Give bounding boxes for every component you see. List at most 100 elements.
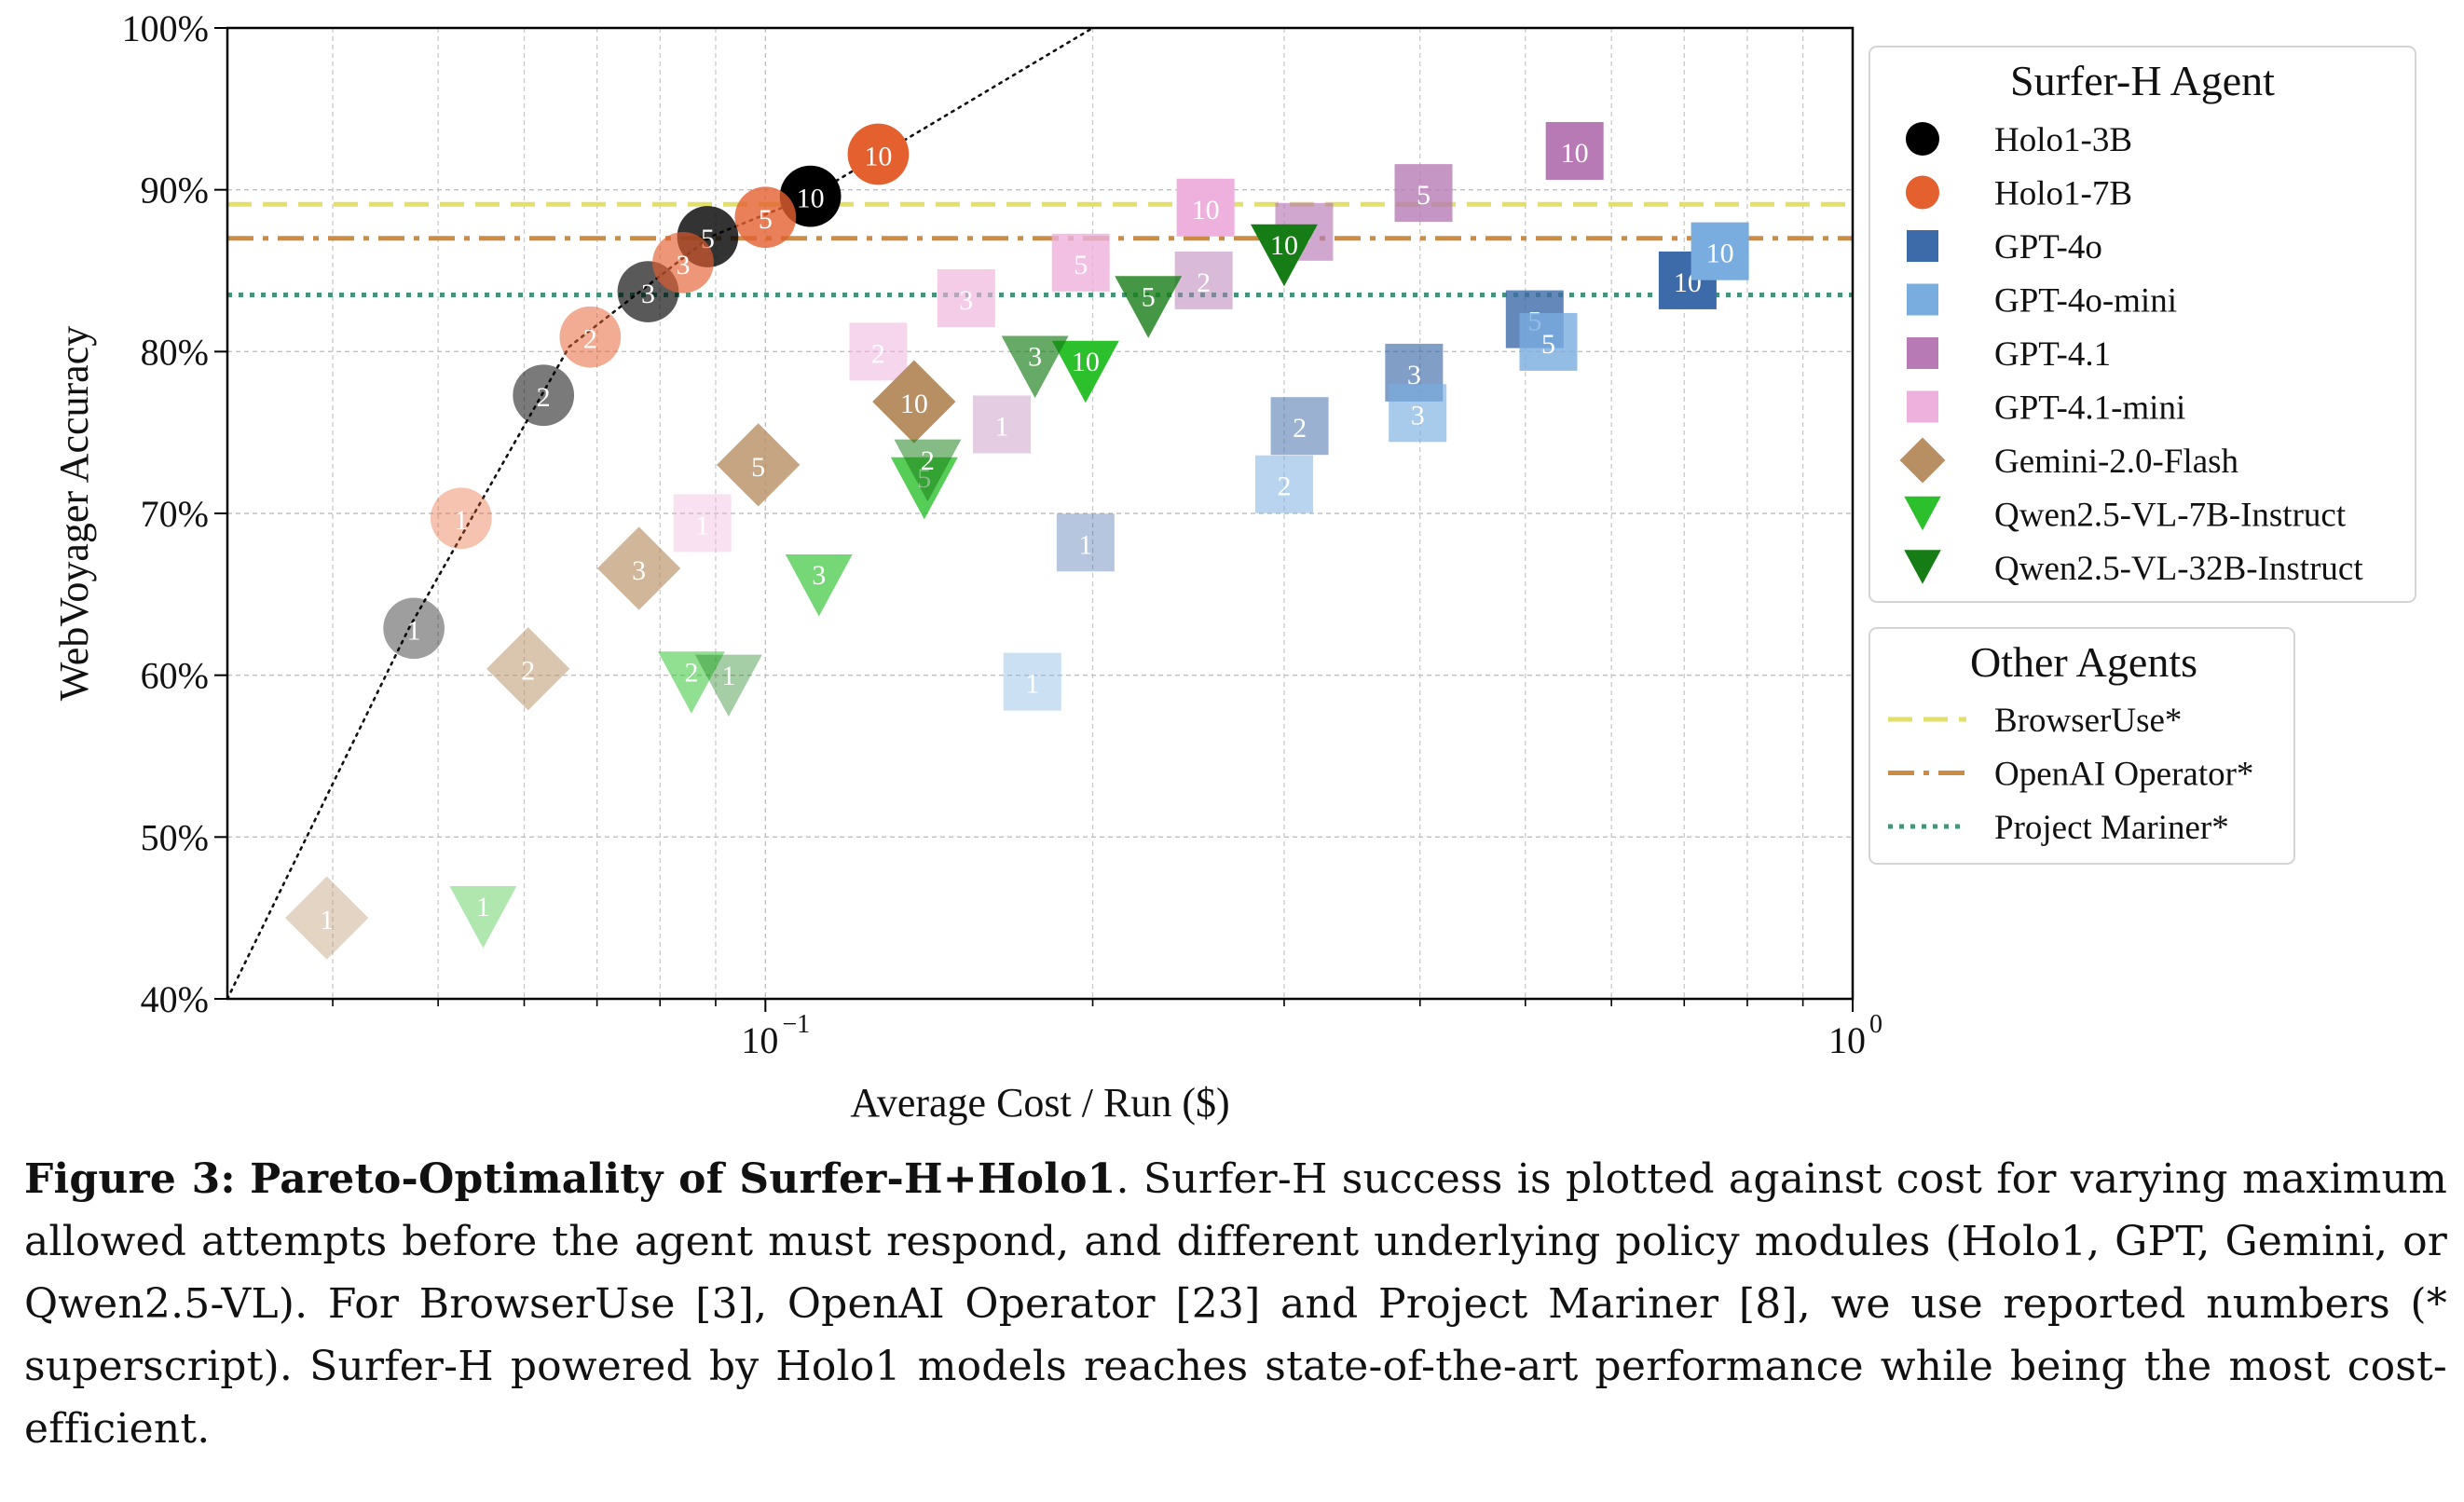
marker (486, 627, 570, 711)
legend-item-openai-operator-: OpenAI Operator* (1888, 756, 2253, 794)
point-label: 1 (1025, 669, 1039, 700)
marker (1545, 121, 1604, 180)
point-label: 5 (759, 204, 773, 235)
point-qwen2-5-vl-7b-instruct-3: 3 (785, 553, 853, 617)
point-holo1-7b-10: 10 (847, 123, 910, 185)
marker (1394, 164, 1453, 223)
legend-item-gpt-4-1-mini: GPT-4.1-mini (1907, 389, 2185, 428)
point-label: 2 (537, 382, 551, 413)
legend-surfer-agent: Surfer-H Agent Holo1-3B Holo1-7B GPT-4o GPT-… (1869, 46, 2416, 603)
legend-item-gpt-4-1: GPT-4.1 (1907, 335, 2111, 374)
chart: 1235101235101235101235101235101235101235… (51, 7, 2416, 1126)
marker (559, 306, 622, 368)
marker (847, 123, 910, 185)
point-qwen2-5-vl-32b-instruct-3: 3 (1001, 335, 1069, 399)
y-tick-label: 60% (141, 655, 209, 697)
axes: 10 −1 10 040%50%60%70%80%90%100%Average Cos… (51, 7, 1882, 1126)
legend-marker (1905, 175, 1940, 210)
series-gpt-4-1: 1 2 3 5 10 (973, 121, 1604, 454)
series-gpt-4-1-mini: 1 2 3 5 10 (673, 178, 1235, 553)
marker (1254, 455, 1313, 513)
marker (1270, 397, 1329, 456)
point-gpt-4-1-mini-5: 5 (1051, 233, 1110, 292)
point-label: 5 (1142, 281, 1156, 312)
point-label: 3 (641, 279, 655, 309)
point-holo1-7b-1: 1 (430, 487, 492, 550)
legend-item-gemini-2-0-flash: Gemini-2.0-Flash (1899, 437, 2239, 484)
marker (596, 526, 681, 610)
legend-label: Holo1-7B (1994, 175, 2132, 213)
x-axis-label: Average Cost / Run ($) (850, 1080, 1229, 1126)
point-label: 1 (995, 411, 1009, 442)
point-gpt-4o-mini-1: 1 (1003, 652, 1061, 711)
figure-caption: Figure 3: Pareto-Optimality of Surfer-H+… (24, 1148, 2447, 1460)
point-gpt-4-1-2: 2 (1174, 251, 1233, 309)
x-tick-base: 10 (1828, 1019, 1866, 1061)
marker (513, 364, 575, 427)
y-tick-label: 50% (141, 816, 209, 858)
marker (1001, 335, 1069, 399)
legend-title: Surfer-H Agent (2010, 57, 2275, 104)
legend-box (1869, 46, 2416, 603)
series-gpt-4o-mini: 1 2 3 5 10 (1003, 222, 1749, 711)
point-label: 5 (1541, 329, 1555, 360)
point-label: 3 (812, 560, 826, 591)
legend-other-agents: Other Agents BrowserUse* OpenAI Operator* P… (1869, 627, 2295, 865)
point-gemini-2-0-flash-3: 3 (596, 526, 681, 610)
marker (1003, 652, 1061, 711)
point-gpt-4o-1: 1 (1056, 513, 1115, 572)
point-holo1-7b-5: 5 (734, 186, 797, 249)
point-qwen2-5-vl-32b-instruct-10: 10 (1251, 224, 1318, 287)
marker (894, 439, 962, 502)
point-gpt-4-1-mini-3: 3 (937, 269, 995, 328)
point-gpt-4o-mini-3: 3 (1389, 384, 1447, 443)
point-label: 2 (684, 657, 698, 688)
marker (657, 651, 725, 714)
point-label: 1 (476, 892, 490, 922)
marker (1056, 513, 1115, 572)
legend-box (1869, 627, 2295, 865)
marker (734, 186, 797, 249)
marker (449, 886, 517, 949)
series-qwen2-5-vl-32b-instruct: 1 2 3 5 10 (694, 224, 1318, 717)
series-holo1-7b: 1 2 3 5 10 (430, 123, 910, 550)
point-label: 10 (797, 184, 825, 214)
point-qwen2-5-vl-7b-instruct-1: 1 (449, 886, 517, 949)
y-tick-label: 100% (122, 7, 209, 49)
marker (937, 269, 995, 328)
point-gpt-4-1-10: 10 (1545, 121, 1604, 180)
point-label: 2 (583, 324, 597, 355)
legend-marker (1904, 496, 1941, 531)
legend-label: Gemini-2.0-Flash (1994, 443, 2239, 481)
legend-item-browseruse-: BrowserUse* (1888, 702, 2182, 740)
marker (872, 360, 956, 444)
marker (652, 231, 714, 294)
legends: Surfer-H Agent Holo1-3B Holo1-7B GPT-4o GPT-… (1869, 46, 2416, 865)
y-tick-label: 80% (141, 331, 209, 373)
legend-label: BrowserUse* (1994, 702, 2182, 740)
point-label: 10 (1270, 230, 1298, 261)
point-gpt-4-1-mini-2: 2 (849, 322, 908, 381)
legend-label: GPT-4o-mini (1994, 282, 2177, 321)
legend-marker (1905, 121, 1940, 157)
point-gpt-4-1-mini-1: 1 (673, 494, 732, 553)
legend-label: GPT-4.1 (1994, 335, 2111, 374)
marker (1176, 178, 1235, 237)
legend-item-holo1-7b: Holo1-7B (1905, 175, 2132, 213)
legend-label: Qwen2.5-VL-7B-Instruct (1994, 497, 2347, 535)
point-label: 2 (1293, 413, 1307, 444)
point-label: 1 (721, 661, 735, 691)
y-axis-label: WebVoyager Accuracy (51, 326, 97, 701)
marker (383, 597, 445, 660)
marker (285, 876, 369, 960)
point-label: 1 (454, 505, 468, 536)
point-label: 10 (1706, 239, 1734, 269)
point-label: 10 (1192, 195, 1220, 225)
legend-marker (1907, 390, 1938, 423)
marker (1519, 312, 1578, 371)
point-gpt-4o-2: 2 (1270, 397, 1329, 456)
point-gpt-4-1-1: 1 (973, 395, 1032, 454)
point-gemini-2-0-flash-5: 5 (717, 423, 801, 507)
legend-marker (1907, 230, 1938, 262)
point-label: 1 (695, 510, 709, 540)
